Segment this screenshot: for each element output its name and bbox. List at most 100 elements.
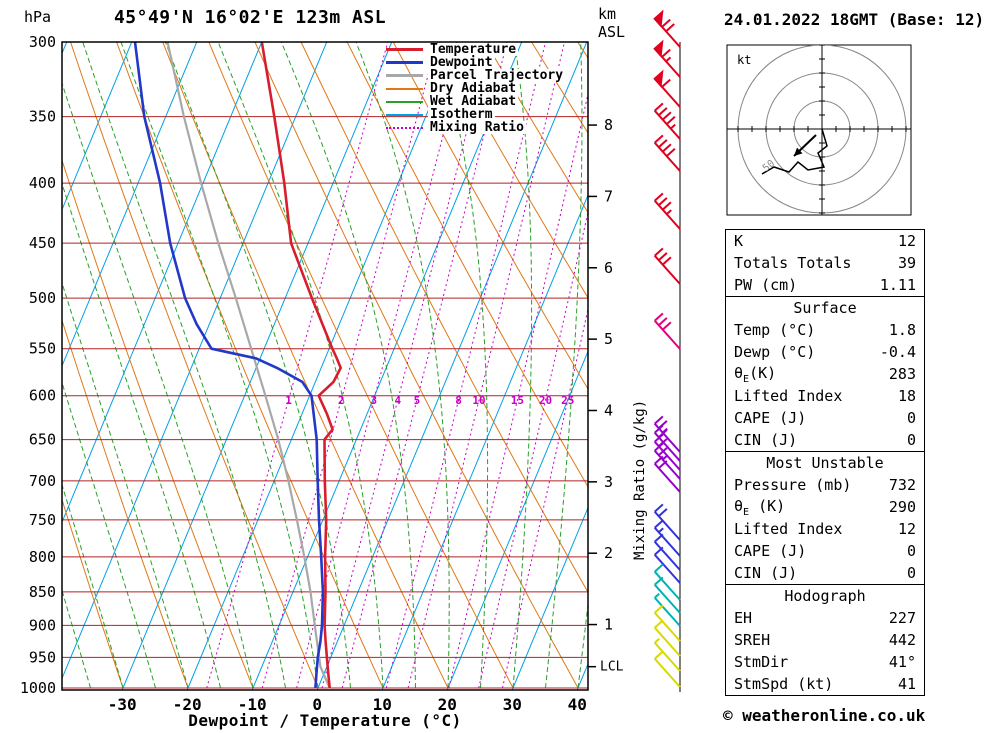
legend-item-dry-adiabat: Dry Adiabat (386, 82, 565, 95)
wind-barb-feather (658, 107, 668, 116)
wind-barb-feather (662, 201, 672, 211)
mixing-ratio-line (321, 42, 490, 689)
km-tick-label: 4 (604, 401, 613, 419)
wind-barb-half-feather (662, 454, 668, 461)
wet-adiabats (0, 42, 588, 689)
isotherm-line (381, 193, 588, 690)
wind-barb-feather (654, 415, 664, 425)
section-header-hodograph: Hodograph (784, 587, 866, 605)
wind-barb-shaft (653, 597, 681, 627)
wind-barb-feather (654, 134, 664, 144)
wind-barb (653, 576, 681, 614)
legend-swatch-dry-adiabat (386, 87, 423, 90)
table-row-eh: EH 227 (726, 607, 924, 629)
row-label: Totals Totals (734, 254, 852, 272)
row-label: CAPE (J) (734, 409, 807, 427)
wind-barb-shaft (653, 627, 681, 657)
row-value: 12 (897, 232, 916, 250)
wind-barb-feather (658, 252, 668, 261)
wind-barb (653, 519, 681, 557)
wind-barb-feather (661, 78, 671, 88)
legend-item-wet-adiabat: Wet Adiabat (386, 95, 565, 108)
wet-adiabat-line (355, 42, 450, 689)
table-row-e-k: θE (K) 290 (726, 496, 924, 518)
wind-barb-flag (653, 69, 664, 88)
parcel-trajectory-curve (166, 42, 331, 689)
row-label: Dewp (°C) (734, 343, 816, 361)
mixing-ratio-line (501, 307, 588, 689)
table-row-cin-j: CIN (J) 0 (726, 429, 924, 451)
row-value: 732 (888, 476, 916, 494)
mixing-ratio-line (296, 42, 468, 689)
temperature-curve (260, 42, 342, 689)
wet-adiabat-line (577, 600, 588, 689)
table-row-totals-totals: Totals Totals 39 (726, 252, 924, 274)
pressure-tick-label: 400 (29, 174, 56, 192)
pressure-tick-label: 750 (29, 511, 56, 529)
km-labels: 8 7 6 5 4 3 2 1 (588, 116, 613, 634)
legend-label: Mixing Ratio (428, 120, 526, 135)
legend-swatch-isotherm (386, 113, 423, 116)
hodograph-inner (727, 45, 911, 215)
wind-barb-feather (654, 604, 664, 614)
wind-barb-feather (654, 192, 664, 202)
wind-barb-shaft (653, 642, 681, 672)
wind-barb-half-feather (666, 209, 672, 215)
dry-adiabat-line (62, 498, 124, 689)
table-row-dewp-c: Dewp (°C) -0.4 (726, 341, 924, 363)
wind-barb-half-feather (670, 123, 676, 130)
wind-barb-feather (666, 116, 676, 125)
dewpoint-curve (133, 42, 325, 689)
section-header-most-unstable: Most Unstable (766, 454, 884, 472)
table-row-k: K 12 (726, 230, 924, 252)
wind-barb (653, 247, 681, 285)
temp-tick-label: 0 (312, 695, 322, 714)
pressure-labels: 300 350 400 450 500 550 600 650 700 750 800 850 900 9… (20, 33, 56, 697)
km-tick-label: 8 (604, 116, 613, 134)
row-label: Lifted Index (734, 520, 843, 538)
row-label: Temp (°C) (734, 321, 816, 339)
wet-adiabat-line (0, 42, 26, 688)
wind-barb-column (653, 9, 681, 692)
km-tick-label: 7 (604, 187, 613, 205)
row-label: SREH (734, 631, 771, 649)
wind-barb (653, 533, 681, 571)
wind-barb (653, 9, 681, 48)
wind-barb-feather (654, 546, 664, 556)
wind-barb-half-feather (654, 637, 660, 644)
isotherm-line (511, 506, 588, 690)
pressure-tick-label: 600 (29, 387, 56, 405)
km-tick-label: 1 (604, 616, 613, 634)
wind-barb-feather (665, 23, 675, 33)
pressure-tick-label: 700 (29, 472, 56, 490)
legend-swatch-wet-adiabat (386, 100, 423, 103)
pressure-tick-label: 550 (29, 340, 56, 358)
wind-barb-shaft (653, 612, 681, 642)
legend-item-isotherm: Isotherm (386, 108, 565, 121)
legend-swatch-mixing-ratio (386, 126, 423, 129)
dry-adiabat-line (484, 42, 588, 214)
section-header-surface: Surface (793, 299, 857, 317)
altitude-axis-unit-km: km (598, 5, 617, 23)
pressure-tick-label: 950 (29, 648, 56, 666)
row-value: 290 (888, 498, 916, 516)
wind-barb-shaft (653, 554, 681, 584)
km-tick-label: 2 (604, 544, 613, 562)
row-label: θE(K) (734, 363, 777, 385)
row-label: CAPE (J) (734, 542, 807, 560)
wind-barb (653, 619, 681, 657)
wind-barb-feather (654, 619, 664, 629)
wind-barb-feather (654, 247, 664, 257)
legend-label: Isotherm (428, 107, 495, 122)
table-row-pressure-mb: Pressure (mb) 732 (726, 474, 924, 496)
table-row-cin-j: CIN (J) 0 (726, 562, 924, 584)
km-tick-label: 6 (604, 259, 613, 277)
hodograph-unit-label: kt (737, 53, 751, 67)
wind-barb-feather (658, 317, 668, 326)
isotherm-line (0, 42, 2, 690)
row-value: 39 (897, 254, 916, 272)
wind-barb-feather (661, 48, 671, 58)
hodograph-box (726, 44, 912, 216)
wind-barb (653, 39, 681, 78)
